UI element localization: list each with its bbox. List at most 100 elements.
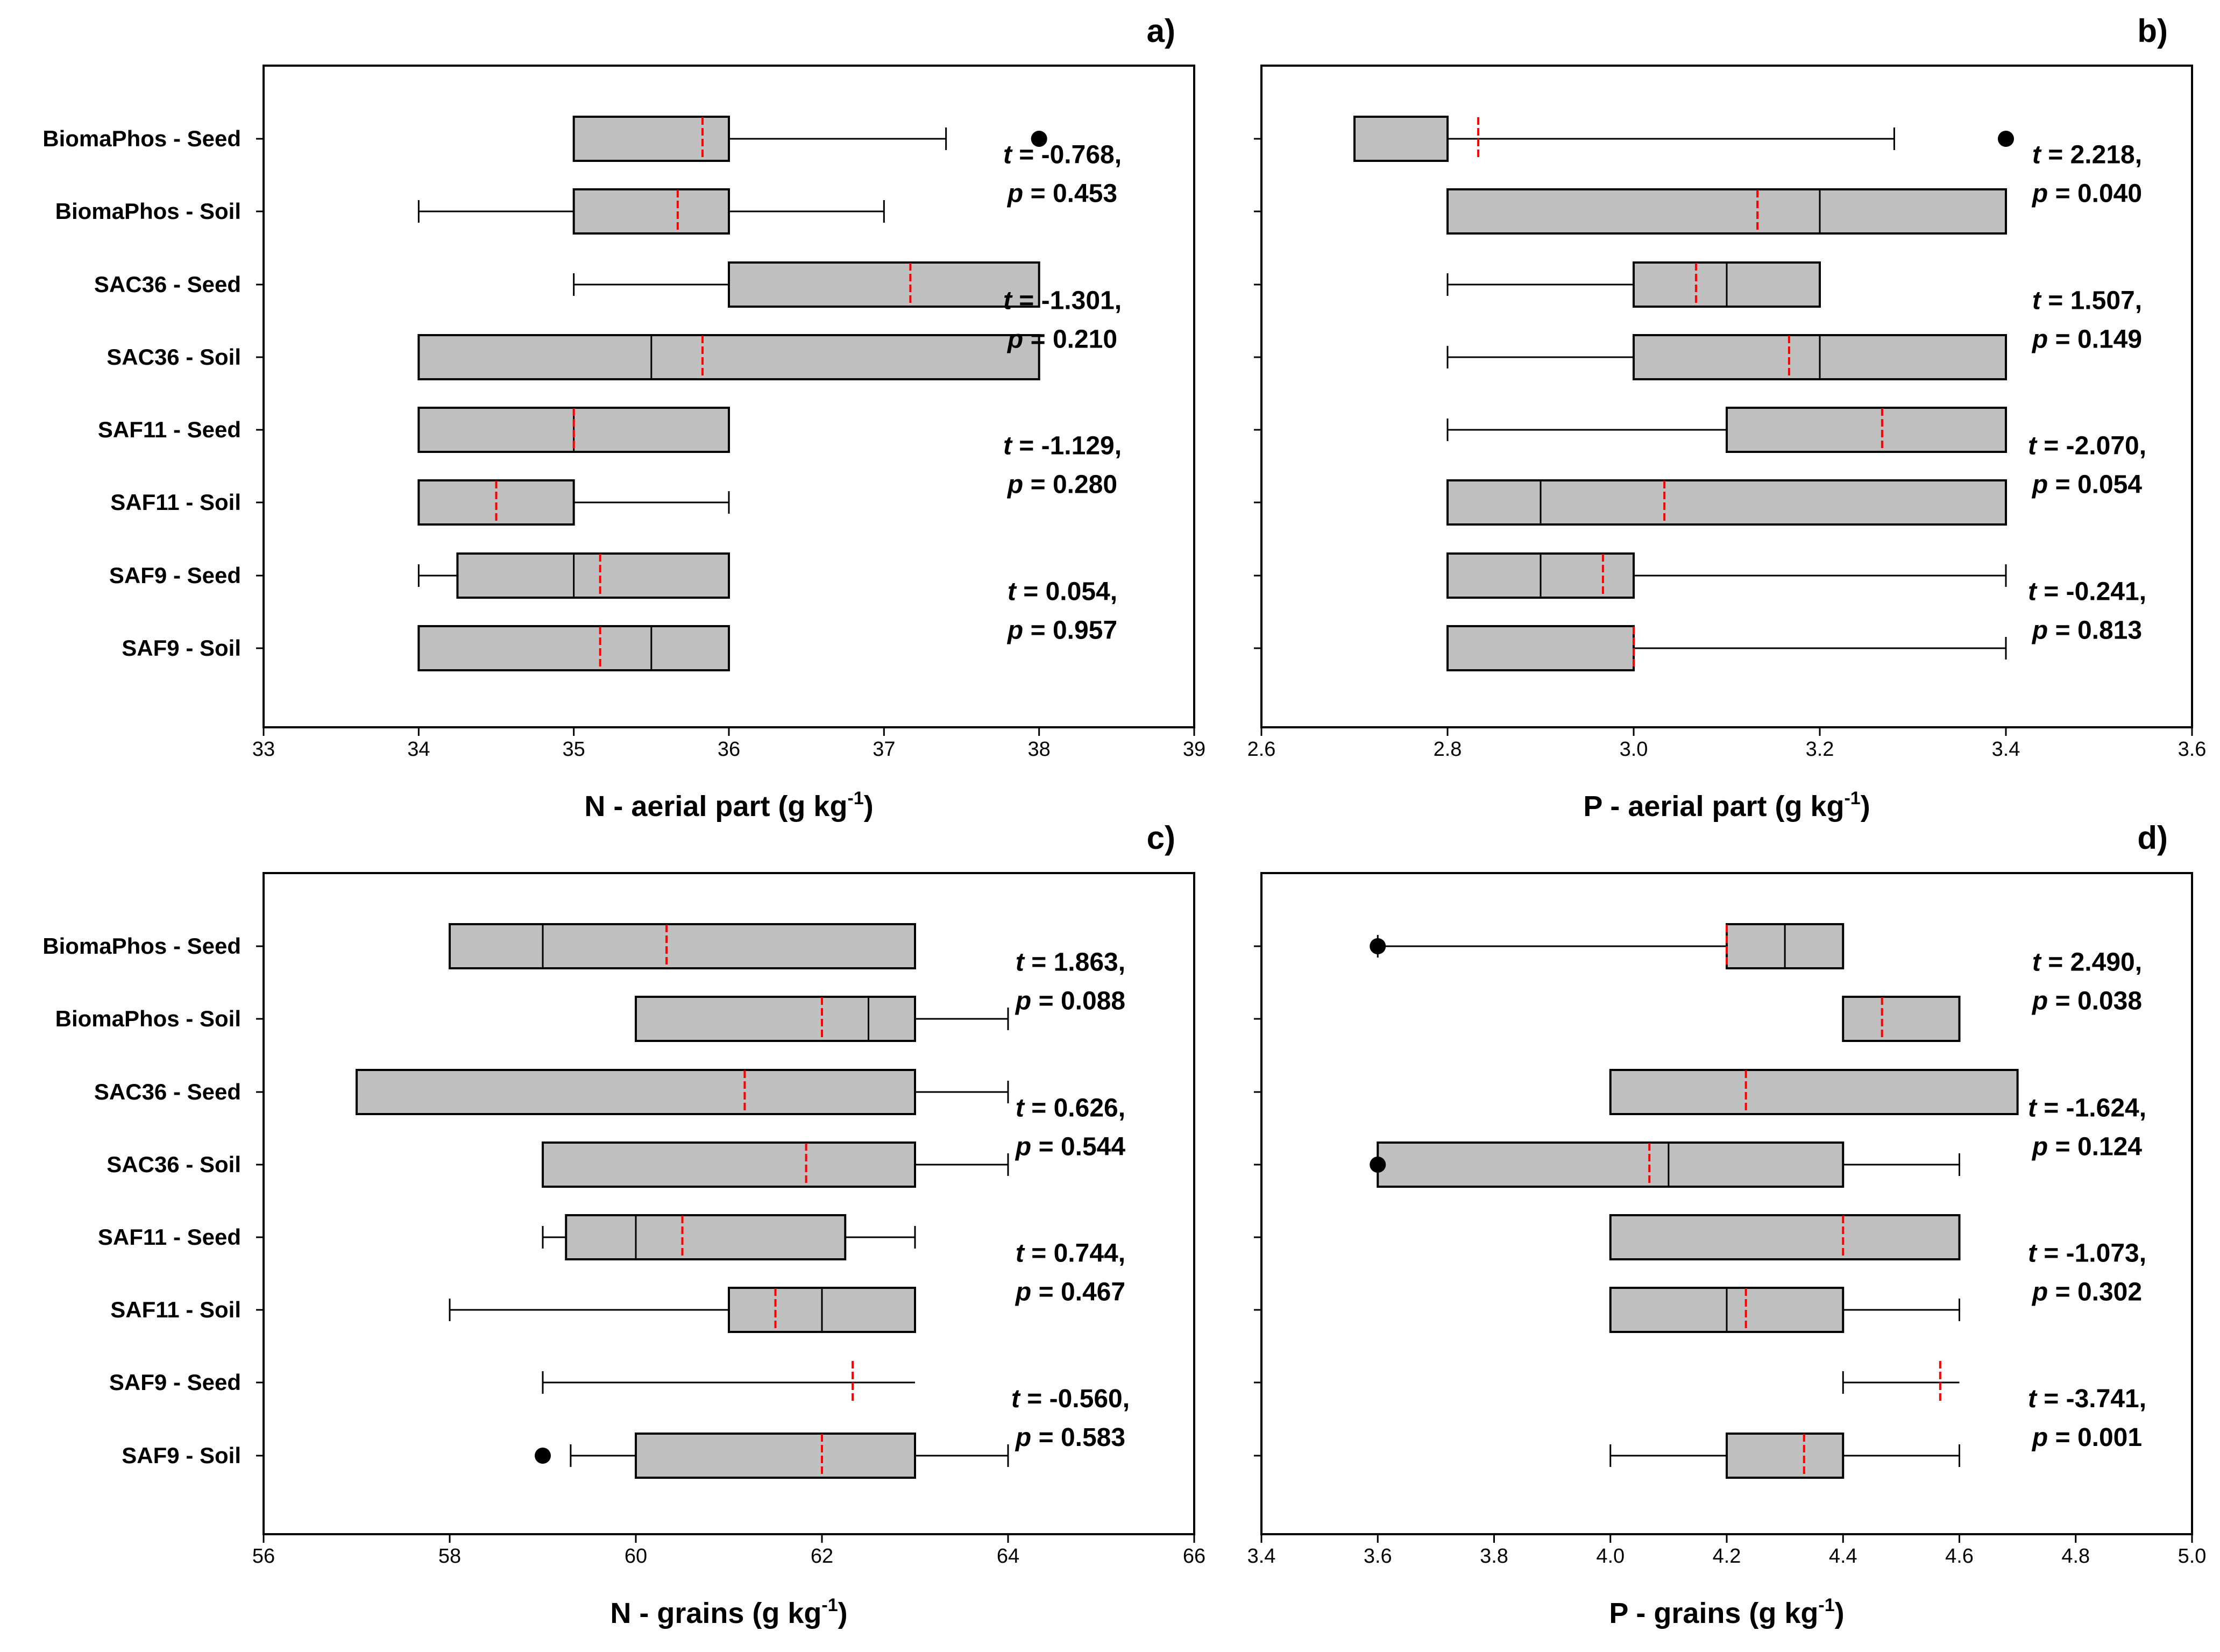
iqr-box (635, 1433, 916, 1479)
x-tick-label: 2.8 (1434, 738, 1462, 761)
box-8 (1446, 625, 2007, 671)
box-2 (1842, 996, 1961, 1042)
x-axis-label: N - grains (g kg-1) (610, 1595, 847, 1629)
category-label: SAF11 - Soil (110, 490, 241, 515)
iqr-box (728, 261, 1040, 308)
x-tick-label: 3.4 (1992, 738, 2020, 761)
box-3 (573, 261, 1040, 308)
box-4 (417, 334, 1040, 380)
x-tick-label: 58 (438, 1545, 461, 1568)
iqr-box (542, 1141, 916, 1188)
outlier-point (535, 1448, 551, 1464)
x-tick-label: 66 (1183, 1545, 1205, 1568)
x-tick-label: 64 (997, 1545, 1019, 1568)
iqr-box (572, 116, 730, 162)
panel-label: c) (1147, 820, 1175, 856)
box-5 (1609, 1214, 1961, 1260)
category-label: BiomaPhos - Seed (42, 126, 241, 151)
category-label: BiomaPhos - Soil (55, 1006, 241, 1031)
iqr-box (572, 188, 730, 235)
box-4 (542, 1141, 1009, 1188)
t-statistic: t = 2.218, (2032, 141, 2142, 169)
category-label: SAF9 - Soil (122, 635, 241, 661)
plot-frame (263, 872, 1195, 1535)
x-tick-label: 3.6 (2178, 738, 2207, 761)
iqr-box (1726, 1433, 1845, 1479)
box-5 (1446, 407, 2007, 453)
t-statistic: t = 1.863, (1016, 948, 1125, 977)
box-6 (449, 1287, 916, 1333)
box-1 (1370, 923, 1845, 969)
p-value: p = 0.302 (2031, 1278, 2142, 1307)
x-tick-label: 2.6 (1247, 738, 1276, 761)
x-tick-label: 3.8 (1480, 1545, 1508, 1568)
p-value: p = 0.280 (1006, 471, 1117, 499)
box-8 (535, 1433, 1009, 1479)
box-5 (542, 1214, 916, 1260)
t-statistic: t = -0.768, (1003, 141, 1122, 169)
t-statistic: t = -3.741, (2028, 1385, 2146, 1413)
panel-label: d) (2137, 820, 2168, 856)
iqr-box (417, 625, 730, 671)
iqr-box (1446, 188, 2007, 235)
x-tick-label: 36 (718, 738, 740, 761)
p-value: p = 0.453 (1006, 180, 1117, 208)
iqr-box (449, 923, 916, 969)
box-4 (1446, 334, 2007, 380)
t-statistic: t = 1.507, (2032, 287, 2142, 315)
p-value: p = 0.544 (1015, 1133, 1125, 1161)
category-label: SAF11 - Seed (98, 1224, 241, 1250)
x-tick-label: 3.0 (1620, 738, 1648, 761)
outlier-point (1370, 1157, 1386, 1173)
iqr-box (1726, 407, 2007, 453)
panel-a: a) 33 34 35 36 37 38 39 N - aerial part (g kg-1)… (42, 13, 1205, 823)
box-3 (356, 1069, 1009, 1115)
iqr-box (1353, 116, 1449, 162)
x-tick-label: 3.6 (1364, 1545, 1392, 1568)
box-4 (1370, 1141, 1960, 1188)
iqr-box (1609, 1069, 2019, 1115)
plot-frame (1260, 65, 2193, 728)
p-value: p = 0.583 (1015, 1423, 1125, 1452)
p-value: p = 0.088 (1015, 987, 1125, 1016)
iqr-box (1446, 479, 2007, 526)
p-value: p = 0.957 (1006, 616, 1117, 645)
x-tick-label: 35 (563, 738, 585, 761)
box-2 (1446, 188, 2007, 235)
t-statistic: t = -1.624, (2028, 1094, 2146, 1123)
x-tick-label: 3.2 (1806, 738, 1834, 761)
t-statistic: t = -0.241, (2028, 578, 2146, 606)
category-label: SAF9 - Seed (109, 563, 241, 588)
p-value: p = 0.001 (2031, 1423, 2142, 1452)
category-label: BiomaPhos - Seed (42, 933, 241, 959)
t-statistic: t = -0.560, (1011, 1385, 1130, 1413)
outlier-point (1998, 131, 2014, 147)
panel-c: c) 56 58 60 62 64 66 N - grains (g kg-1) BiomaPh… (42, 820, 1205, 1629)
category-label: SAF11 - Soil (110, 1297, 241, 1322)
category-label: BiomaPhos - Soil (55, 198, 241, 224)
x-tick-label: 4.0 (1596, 1545, 1625, 1568)
x-tick-label: 33 (252, 738, 275, 761)
iqr-box (1609, 1214, 1961, 1260)
x-tick-label: 34 (407, 738, 430, 761)
t-statistic: t = 0.626, (1016, 1094, 1125, 1123)
box-7 (542, 1361, 915, 1404)
box-7 (417, 552, 730, 599)
category-label: SAC36 - Soil (107, 1152, 241, 1177)
category-label: SAC36 - Soil (107, 344, 241, 370)
x-tick-label: 4.6 (1945, 1545, 1974, 1568)
x-axis-label: P - grains (g kg-1) (1609, 1595, 1844, 1629)
box-8 (1609, 1433, 1960, 1479)
box-8 (417, 625, 730, 671)
box-2 (417, 188, 885, 235)
t-statistic: t = -1.073, (2028, 1239, 2146, 1268)
x-axis-label: P - aerial part (g kg-1) (1583, 788, 1870, 823)
box-1 (449, 923, 916, 969)
t-statistic: t = -1.129, (1003, 432, 1122, 460)
iqr-box (635, 996, 916, 1042)
panel-label: a) (1147, 13, 1175, 49)
box-3 (1609, 1069, 2019, 1115)
box-1 (572, 116, 1047, 162)
t-statistic: t = -1.301, (1003, 287, 1122, 315)
